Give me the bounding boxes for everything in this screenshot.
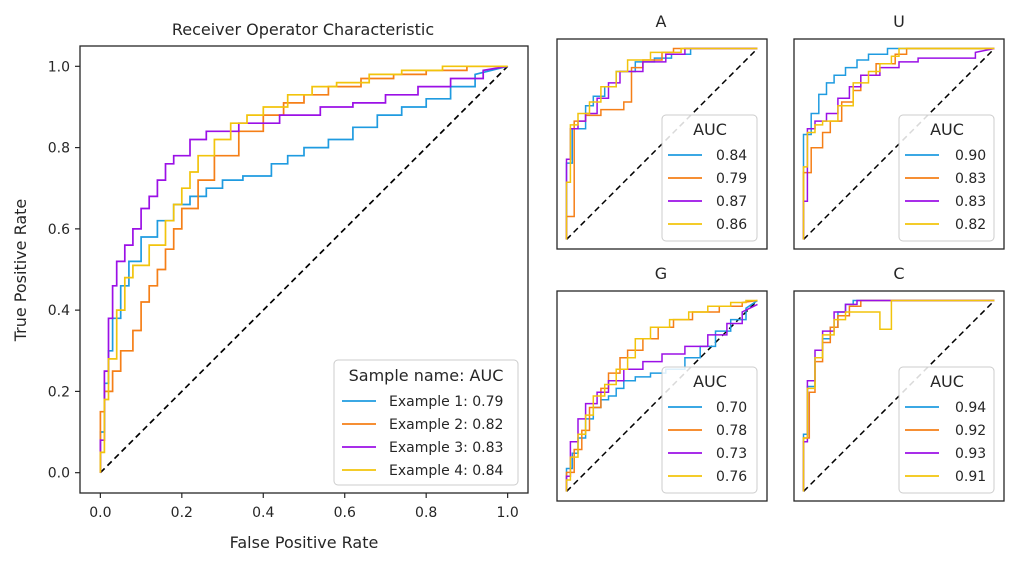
panel-a-legend: AUC 0.84 0.79 0.87 0.86 xyxy=(661,114,758,242)
panel-u: U AUC 0.90 0.83 0.83 0.82 xyxy=(793,12,1005,250)
panel-u-plot-area xyxy=(802,47,995,240)
main-x-tick-label: 0.8 xyxy=(415,505,437,521)
main-roc-panel-series-1-line xyxy=(99,65,508,473)
panel-c-frame xyxy=(793,290,1005,502)
main-x-tick-label: 1.0 xyxy=(497,505,519,521)
panel-c-title: C xyxy=(893,264,904,283)
panel-a-series-4-line xyxy=(565,47,758,240)
panel-a-entry-1: 0.84 xyxy=(716,148,747,164)
panel-u-series-3-line xyxy=(802,47,995,240)
panel-g-legend-title: AUC xyxy=(693,372,727,391)
panel-a-legend-title: AUC xyxy=(693,120,727,139)
main-y-axis-label: True Positive Rate xyxy=(11,199,30,343)
panel-c-plot-area xyxy=(802,299,995,492)
panel-g-legend: AUC 0.70 0.78 0.73 0.76 xyxy=(661,366,758,494)
panel-u-frame xyxy=(793,38,1005,250)
panel-g: G AUC 0.70 0.78 0.73 0.76 xyxy=(556,264,768,502)
panel-u-title: U xyxy=(893,12,905,31)
main-legend-title: Sample name: AUC xyxy=(349,366,504,385)
panel-c-entry-2: 0.92 xyxy=(955,423,986,439)
panel-u-series-1-line xyxy=(802,47,995,240)
panel-c-legend-title: AUC xyxy=(930,372,964,391)
panel-a-entry-3: 0.87 xyxy=(716,194,747,210)
panel-a-frame xyxy=(556,38,768,250)
main-y-tick-label: 0.2 xyxy=(48,384,70,400)
main-y-tick-label: 0.6 xyxy=(48,222,70,238)
panel-a-legend-box xyxy=(661,114,758,242)
panel-u-legend-box xyxy=(898,114,995,242)
main-roc-panel: Receiver Operator Characteristic 0.0 0.2 0… xyxy=(11,20,529,552)
panel-g-entry-1: 0.70 xyxy=(716,400,747,416)
panel-g-entry-3: 0.73 xyxy=(716,446,747,462)
main-legend-entry-3: Example 3: 0.83 xyxy=(389,440,503,456)
main-chart-title: Receiver Operator Characteristic xyxy=(172,20,434,39)
main-roc-panel-diagonal-line xyxy=(99,65,509,474)
panel-g-title: G xyxy=(655,264,667,283)
main-legend: Sample name: AUC Example 1: 0.79 Example… xyxy=(333,359,519,486)
main-x-axis-label: False Positive Rate xyxy=(230,533,379,552)
main-roc-panel-series-3-line xyxy=(99,65,508,473)
main-x-tick-label: 0.4 xyxy=(252,505,274,521)
main-x-tick-label: 0.6 xyxy=(334,505,356,521)
panel-c-entry-3: 0.93 xyxy=(955,446,986,462)
main-y-tick-label: 0.4 xyxy=(48,303,70,319)
panel-u-legend: AUC 0.90 0.83 0.83 0.82 xyxy=(898,114,995,242)
panel-g-series-4-line xyxy=(565,299,758,492)
main-ticks: 0.0 0.2 0.4 0.6 0.8 1.0 0.0 0.2 0.4 0.6 0.8 1.0 xyxy=(48,59,519,521)
panel-u-legend-title: AUC xyxy=(930,120,964,139)
panel-c-legend-box xyxy=(898,366,995,494)
panel-a: A AUC 0.84 0.79 0.87 0.86 xyxy=(556,12,768,250)
main-legend-entry-1: Example 1: 0.79 xyxy=(389,394,503,410)
panel-c-entry-1: 0.94 xyxy=(955,400,986,416)
panel-g-frame xyxy=(556,290,768,502)
main-y-tick-label: 0.0 xyxy=(48,466,70,482)
panel-c-series-2-line xyxy=(802,299,995,492)
main-roc-panel-series-4-line xyxy=(99,65,508,473)
panel-a-title: A xyxy=(656,12,667,31)
main-roc-panel-series-2-line xyxy=(99,65,508,473)
panel-c-entry-4: 0.91 xyxy=(955,469,986,485)
main-plot-area xyxy=(99,65,509,474)
panel-u-entry-2: 0.83 xyxy=(955,171,986,187)
main-legend-entry-4: Example 4: 0.84 xyxy=(389,463,504,479)
main-legend-entry-2: Example 2: 0.82 xyxy=(389,417,503,433)
panel-a-entry-4: 0.86 xyxy=(716,217,747,233)
panel-u-entry-1: 0.90 xyxy=(955,148,986,164)
panel-g-entry-2: 0.78 xyxy=(716,423,747,439)
panel-c: C AUC 0.94 0.92 0.93 0.91 xyxy=(793,264,1005,502)
panel-c-legend: AUC 0.94 0.92 0.93 0.91 xyxy=(898,366,995,494)
panel-u-entry-4: 0.82 xyxy=(955,217,986,233)
panel-a-entry-2: 0.79 xyxy=(716,171,747,187)
panel-u-series-4-line xyxy=(802,47,995,240)
main-x-tick-label: 0.2 xyxy=(171,505,193,521)
main-legend-box xyxy=(333,359,519,486)
main-y-tick-label: 1.0 xyxy=(48,59,70,75)
main-y-tick-label: 0.8 xyxy=(48,141,70,157)
main-axes-frame xyxy=(79,45,529,494)
panel-a-series-3-line xyxy=(565,47,758,240)
panel-u-entry-3: 0.83 xyxy=(955,194,986,210)
main-x-tick-label: 0.0 xyxy=(89,505,111,521)
panel-g-legend-box xyxy=(661,366,758,494)
panel-c-series-4-line xyxy=(802,299,995,492)
panel-g-entry-4: 0.76 xyxy=(716,469,747,485)
